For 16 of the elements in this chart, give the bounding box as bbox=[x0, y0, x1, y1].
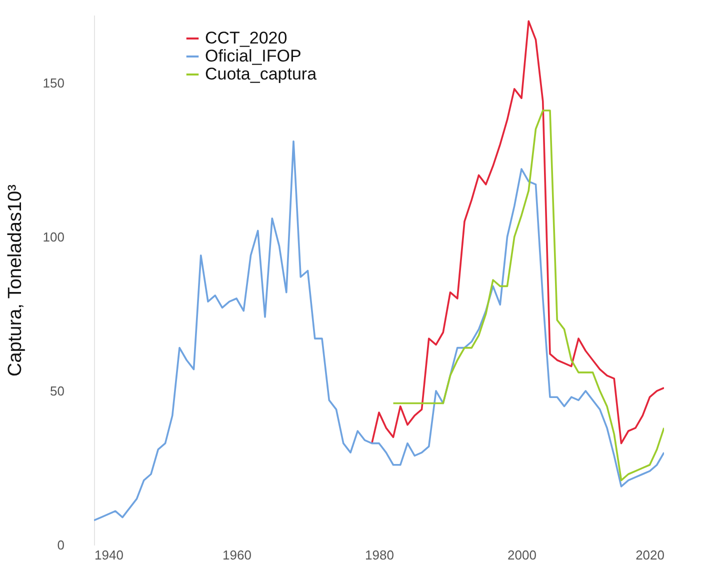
x-tick-label: 1960 bbox=[222, 548, 252, 562]
legend-label: CCT_2020 bbox=[205, 28, 288, 48]
legend-label: Cuota_captura bbox=[205, 64, 318, 84]
y-tick-label: 100 bbox=[42, 229, 64, 244]
y-axis-title: Captura, Toneladas10³ bbox=[4, 184, 26, 376]
y-tick-label: 150 bbox=[42, 75, 64, 90]
line-series bbox=[94, 140, 664, 522]
y-tick-label: 50 bbox=[50, 383, 64, 398]
y-tick-label: 0 bbox=[57, 538, 64, 552]
x-tick-label: 1940 bbox=[94, 548, 124, 562]
line-series bbox=[392, 110, 664, 482]
x-tick-label: 2020 bbox=[636, 548, 664, 562]
legend-label: Oficial_IFOP bbox=[205, 46, 302, 66]
x-tick-label: 1980 bbox=[365, 548, 394, 562]
line-series bbox=[370, 20, 664, 444]
x-tick-label: 2000 bbox=[508, 548, 536, 562]
